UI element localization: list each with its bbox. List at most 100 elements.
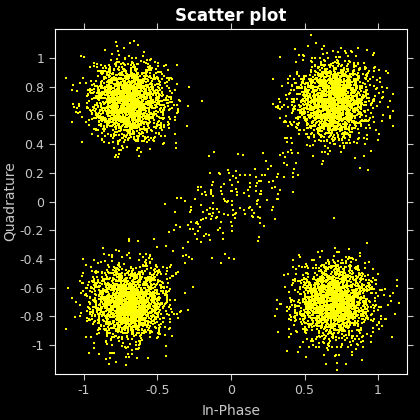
- Point: [336, 269, 343, 276]
- Point: [138, 294, 144, 301]
- Point: [169, 76, 176, 83]
- Point: [336, 107, 343, 113]
- Point: [312, 306, 319, 313]
- Point: [119, 339, 126, 346]
- Point: [111, 60, 118, 67]
- Point: [333, 302, 339, 309]
- Point: [130, 104, 136, 111]
- Point: [340, 130, 346, 136]
- Point: [126, 308, 133, 315]
- Point: [104, 79, 110, 85]
- Point: [353, 96, 360, 102]
- Point: [330, 257, 337, 264]
- Point: [335, 263, 341, 270]
- Point: [123, 116, 130, 122]
- Point: [343, 139, 349, 146]
- Point: [111, 264, 118, 271]
- Point: [145, 310, 152, 317]
- Point: [288, 282, 295, 289]
- Point: [302, 324, 309, 331]
- Point: [167, 88, 173, 94]
- Point: [173, 102, 180, 108]
- Point: [348, 81, 354, 88]
- Point: [352, 109, 358, 116]
- Point: [86, 316, 92, 323]
- Point: [121, 291, 127, 298]
- Point: [140, 321, 147, 328]
- Point: [109, 90, 116, 97]
- Point: [185, 307, 192, 313]
- Point: [197, 239, 204, 245]
- Point: [339, 288, 345, 294]
- Point: [331, 98, 338, 105]
- Point: [324, 66, 331, 72]
- Point: [326, 69, 332, 76]
- Point: [152, 82, 158, 89]
- Point: [328, 282, 335, 289]
- Point: [354, 93, 360, 100]
- Point: [325, 85, 331, 92]
- Point: [319, 305, 326, 312]
- Point: [327, 95, 334, 102]
- Point: [323, 304, 330, 311]
- Point: [345, 99, 352, 105]
- Point: [345, 102, 352, 108]
- Point: [104, 122, 111, 129]
- Point: [134, 278, 141, 285]
- Point: [350, 269, 357, 276]
- Point: [169, 99, 176, 105]
- Point: [332, 76, 339, 83]
- Point: [116, 278, 123, 285]
- Point: [302, 84, 309, 90]
- Point: [346, 131, 353, 138]
- Point: [330, 85, 336, 92]
- Point: [137, 294, 144, 301]
- Point: [135, 289, 142, 296]
- Point: [305, 83, 312, 90]
- Point: [319, 102, 326, 108]
- Point: [142, 302, 149, 309]
- Point: [317, 309, 323, 316]
- Point: [154, 113, 160, 119]
- Point: [128, 105, 135, 112]
- Point: [132, 79, 139, 85]
- Point: [349, 97, 355, 103]
- Point: [362, 101, 369, 108]
- Point: [105, 280, 111, 287]
- Point: [351, 305, 358, 312]
- Point: [328, 85, 335, 92]
- Point: [334, 95, 341, 102]
- Point: [105, 74, 112, 81]
- Point: [333, 272, 340, 279]
- Point: [319, 304, 326, 310]
- Point: [159, 108, 166, 115]
- Point: [116, 276, 123, 282]
- Point: [247, 172, 254, 178]
- Point: [317, 277, 323, 284]
- Point: [116, 110, 123, 117]
- Point: [126, 308, 132, 315]
- Point: [141, 49, 147, 55]
- Point: [118, 293, 125, 299]
- Point: [344, 286, 351, 293]
- Point: [350, 71, 357, 78]
- Point: [122, 314, 129, 320]
- Point: [136, 330, 143, 336]
- Point: [125, 301, 132, 307]
- Point: [143, 312, 150, 319]
- Point: [339, 93, 346, 100]
- Point: [119, 96, 126, 103]
- Point: [319, 81, 326, 88]
- Point: [156, 324, 163, 331]
- Point: [118, 335, 125, 341]
- Point: [338, 113, 344, 119]
- Point: [123, 305, 130, 312]
- Point: [118, 275, 125, 282]
- Point: [124, 92, 131, 99]
- Point: [340, 296, 347, 302]
- Point: [325, 280, 331, 287]
- Point: [336, 285, 343, 292]
- Point: [143, 292, 150, 299]
- Point: [147, 110, 154, 116]
- Point: [333, 124, 340, 131]
